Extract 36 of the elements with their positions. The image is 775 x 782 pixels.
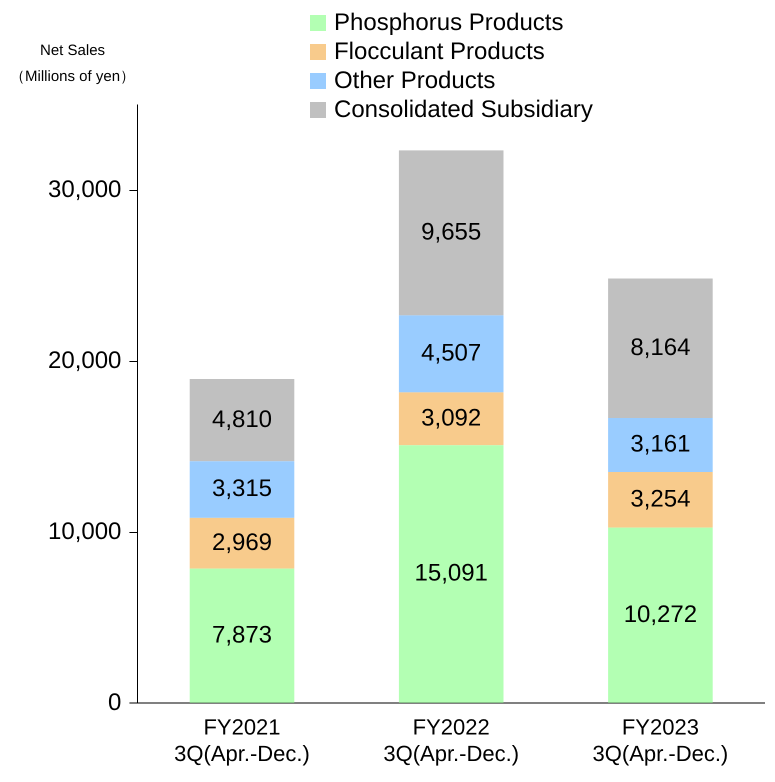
y-tick-label: 0 <box>108 688 122 716</box>
data-label: 4,507 <box>421 340 482 367</box>
data-label: 3,254 <box>630 485 690 512</box>
bar <box>608 278 713 418</box>
y-axis-title: Net Sales （Millions of yen） <box>10 41 136 87</box>
bar <box>398 392 504 446</box>
data-label: 4,810 <box>212 406 272 433</box>
data-label: 2,969 <box>212 528 272 556</box>
bar <box>608 528 713 703</box>
legend-label: Consolidated Subsidiary <box>334 95 593 124</box>
legend-label: Flocculant Products <box>334 37 545 66</box>
bar <box>190 379 294 462</box>
legend-label: Phosphorus Products <box>334 8 564 37</box>
data-label: 7,873 <box>212 621 272 648</box>
data-label: 3,315 <box>212 475 272 502</box>
bar <box>190 518 294 569</box>
data-label: 8,164 <box>630 334 690 361</box>
bar <box>398 150 504 316</box>
y-tick-label: 20,000 <box>48 346 122 374</box>
bar <box>608 418 713 472</box>
data-label: 10,272 <box>624 600 698 628</box>
x-tick-label: FY2021 3Q(Apr.-Dec.) <box>174 714 310 766</box>
data-label: 3,092 <box>421 404 482 432</box>
bar <box>190 568 294 703</box>
bar <box>398 315 504 392</box>
x-tick-label: FY2022 3Q(Apr.-Dec.) <box>383 714 520 766</box>
data-label: 9,655 <box>421 218 482 246</box>
data-label: 15,091 <box>414 560 488 587</box>
bar <box>608 472 713 528</box>
bar <box>398 445 504 703</box>
legend-label: Other Products <box>334 66 496 95</box>
y-tick-label: 30,000 <box>48 176 122 204</box>
data-label: 3,161 <box>630 430 690 458</box>
bar <box>190 461 294 518</box>
x-tick-label: FY2023 3Q(Apr.-Dec.) <box>592 714 728 766</box>
y-tick-label: 10,000 <box>48 518 122 545</box>
